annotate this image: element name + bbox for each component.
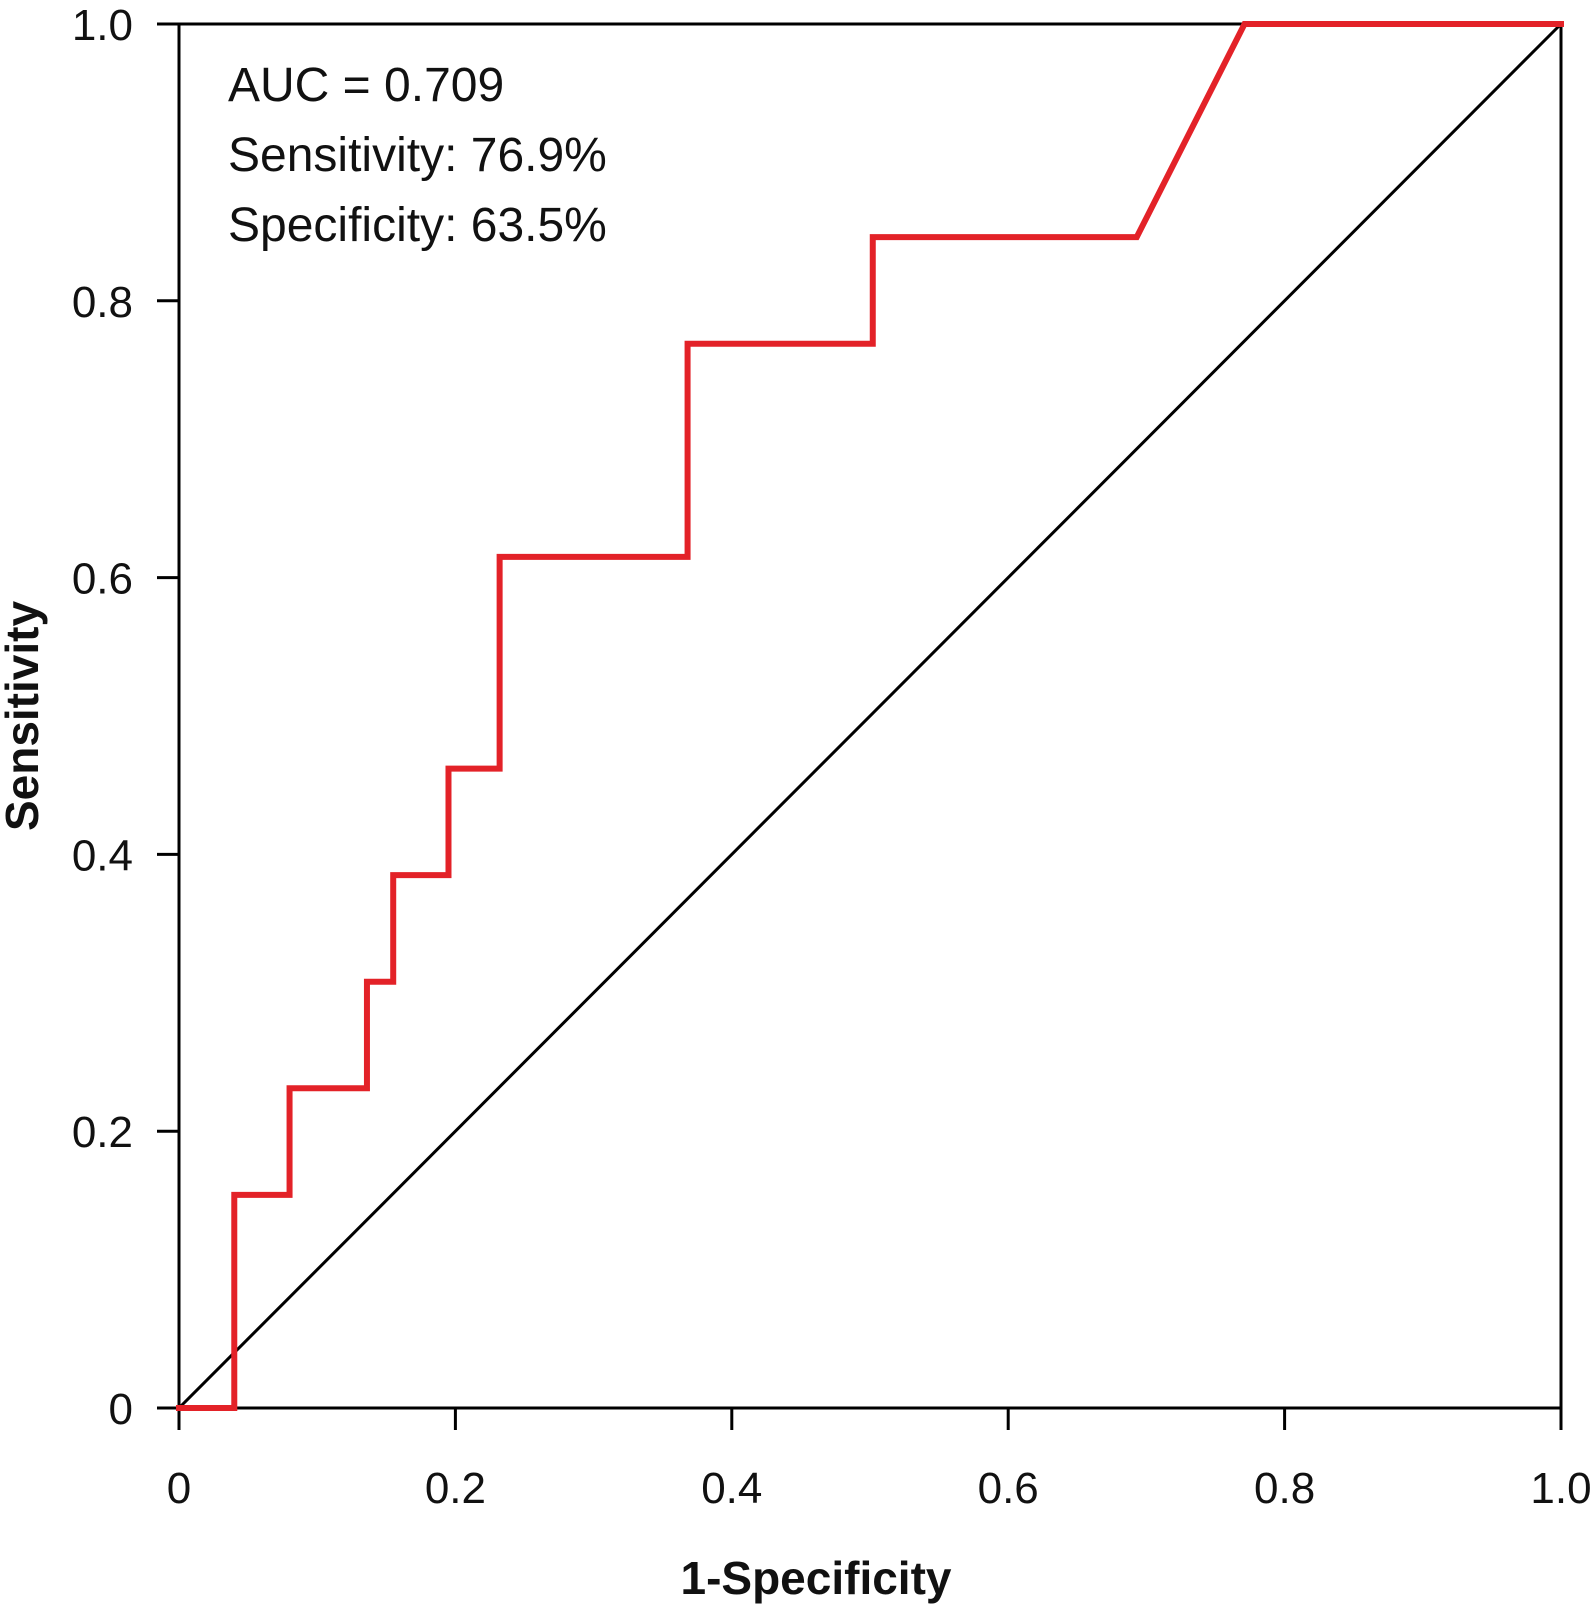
roc-curve-line [176, 21, 1564, 1411]
x-tick-label: 0.2 [425, 1464, 486, 1513]
specificity-annotation: Specificity: 63.5% [228, 199, 607, 252]
y-tick-label: 0 [109, 1385, 133, 1434]
sensitivity-annotation: Sensitivity: 76.9% [228, 129, 607, 182]
x-tick-label: 0.4 [701, 1464, 762, 1513]
y-tick-label: 0.4 [72, 831, 133, 880]
y-tick-label: 0.6 [72, 555, 133, 604]
y-tick-label: 0.8 [72, 278, 133, 327]
x-tick-label: 0.6 [978, 1464, 1039, 1513]
series-layer [176, 21, 1564, 1411]
y-tick-label: 1.0 [72, 1, 133, 50]
plot-area-frame [177, 22, 1563, 1410]
x-tick-label: 0 [167, 1464, 191, 1513]
y-tick-label: 0.2 [72, 1108, 133, 1157]
auc-annotation: AUC = 0.709 [228, 59, 504, 112]
x-tick-label: 0.8 [1254, 1464, 1315, 1513]
reference-diagonal-line [177, 22, 1563, 1410]
x-tick-label: 1.0 [1530, 1464, 1591, 1513]
y-axis-ticks: 0 0.2 0.4 0.6 0.8 1.0 [72, 1, 179, 1434]
x-axis-ticks: 0 0.2 0.4 0.6 0.8 1.0 [167, 1408, 1592, 1513]
x-axis-title: 1-Specificity [681, 1552, 952, 1604]
annotation-layer: AUC = 0.709 Sensitivity: 76.9% Specifici… [228, 59, 607, 252]
y-axis-title: Sensitivity [0, 601, 48, 832]
